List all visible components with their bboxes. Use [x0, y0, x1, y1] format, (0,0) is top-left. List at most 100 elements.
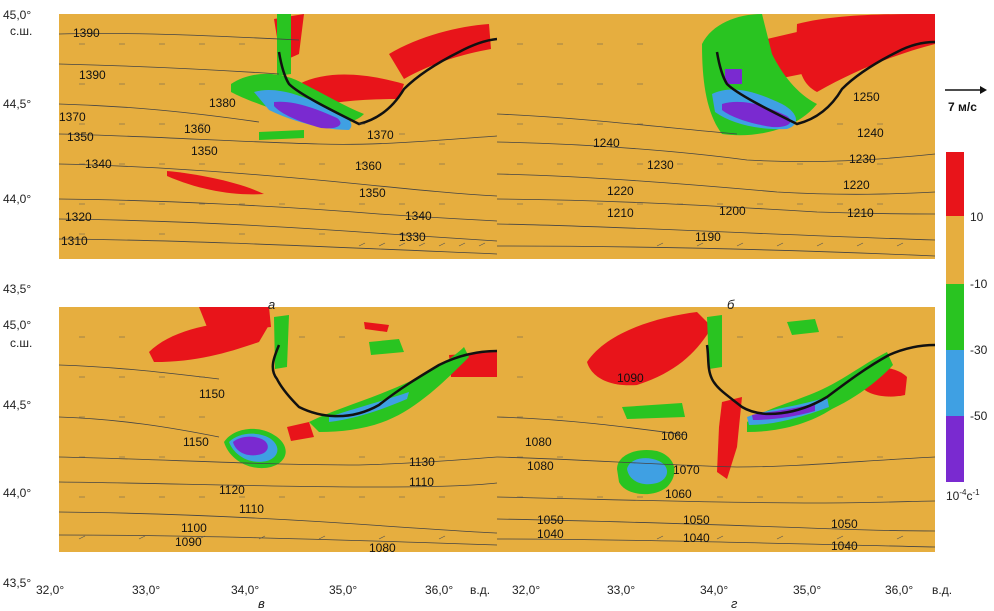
lon-label: 33,0°: [132, 583, 161, 597]
legend-swatch-violet: [946, 416, 964, 482]
contour-label: 1130: [409, 455, 435, 469]
negative-vorticity-region: [259, 130, 304, 140]
coastline: [705, 343, 935, 416]
vector-scale-label: 7 м/с: [948, 100, 977, 114]
positive-vorticity-region: [717, 397, 742, 479]
contour-label: 1060: [665, 487, 692, 501]
map-panel-d: 1090 1080 1080 1070 1060 1060 1050 1050 …: [497, 307, 935, 552]
wind-vectors: [78, 336, 446, 540]
negative-vorticity-region: [369, 339, 404, 355]
contour-label: 1080: [525, 435, 552, 449]
coastline: [271, 344, 497, 418]
map-panel-a: 1390 1390 1380 1370 1360 1350 1350 1340 …: [59, 14, 497, 259]
positive-vorticity-region: [199, 307, 271, 332]
lat-label: 45,0°: [3, 8, 32, 22]
lat-suffix-label: с.ш.: [10, 336, 33, 350]
contour-label: 1250: [853, 90, 880, 104]
legend-tick: 10: [970, 210, 984, 224]
contour-label: 1110: [409, 475, 434, 489]
map-panel-c: 1150 1150 1130 1120 1110 1110 1100 1090 …: [59, 307, 497, 552]
contour-label: 1080: [369, 541, 396, 552]
strong-negative-region: [627, 458, 668, 485]
contour-label: 1220: [607, 184, 634, 198]
contour-label: 1390: [79, 68, 106, 82]
contour-label: 1370: [59, 110, 86, 124]
contour-label: 1050: [537, 513, 564, 527]
contour-label: 1210: [607, 206, 634, 220]
lat-label: 44,5°: [3, 398, 32, 412]
contour-label: 1340: [405, 209, 432, 223]
contour-label: 1050: [831, 517, 858, 531]
contour-label: 1060: [661, 429, 688, 443]
negative-vorticity-region: [274, 315, 289, 369]
positive-vorticity-region: [389, 24, 491, 79]
color-legend: [946, 152, 964, 482]
legend-tick: -50: [970, 409, 988, 423]
lon-label: 32,0°: [512, 583, 541, 597]
lat-label: 43,5°: [3, 282, 32, 296]
positive-vorticity-region: [796, 14, 935, 92]
lat-suffix-label: с.ш.: [10, 24, 33, 38]
lat-label: 44,0°: [3, 486, 32, 500]
contour-label: 1190: [695, 230, 721, 244]
lat-label: 44,0°: [3, 192, 32, 206]
contour-label: 1390: [73, 26, 100, 40]
isobar-lines: [497, 113, 935, 257]
contour-label: 1220: [843, 178, 870, 192]
wind-vectors: [79, 43, 486, 247]
contour-label: 1310: [61, 234, 88, 248]
isobar-lines: [59, 364, 497, 546]
contour-label: 1090: [617, 371, 644, 385]
contour-label: 1110: [239, 502, 264, 516]
contour-label: 1370: [367, 128, 394, 142]
lon-label: 35,0°: [329, 583, 358, 597]
legend-swatch-green: [946, 284, 964, 350]
lat-label: 45,0°: [3, 318, 32, 332]
contour-label: 1150: [199, 387, 225, 401]
legend-units: 10-4с-1: [946, 488, 980, 503]
positive-vorticity-region: [287, 422, 314, 441]
contour-label: 1230: [647, 158, 674, 172]
panel-label-c: в: [258, 596, 265, 611]
contour-label: 1380: [209, 96, 236, 110]
contour-label: 1150: [183, 435, 209, 449]
contour-label: 1350: [67, 130, 94, 144]
contour-label: 1240: [857, 126, 884, 140]
panel-label-b: б: [727, 297, 735, 312]
positive-vorticity-region: [167, 171, 264, 195]
wind-vectors: [517, 43, 904, 247]
strongest-negative-region: [722, 101, 791, 128]
panel-b-graphics: [497, 14, 935, 257]
strongest-negative-region: [233, 436, 268, 456]
contour-label: 1330: [399, 230, 426, 244]
lon-label: 36,0°: [425, 583, 454, 597]
panel-c-graphics: [59, 307, 497, 546]
lon-suffix-label: в.д.: [470, 583, 491, 597]
negative-vorticity-region: [707, 315, 722, 369]
legend-swatch-red: [946, 152, 964, 216]
contour-label: 1340: [85, 157, 112, 171]
lon-suffix-label: в.д.: [932, 583, 953, 597]
panel-label-d: г: [731, 596, 738, 611]
map-panel-b: 1250 1240 1240 1230 1230 1220 1220 1210 …: [497, 14, 935, 259]
negative-vorticity-region: [277, 14, 291, 76]
contour-label: 1240: [593, 136, 620, 150]
panel-label-a: а: [268, 297, 276, 312]
wind-vectors: [517, 336, 904, 540]
lon-label: 35,0°: [793, 583, 822, 597]
legend-swatch-orange: [946, 216, 964, 284]
contour-label: 1350: [359, 186, 386, 200]
coastline: [715, 40, 935, 126]
strongest-negative-region: [725, 69, 742, 84]
arrow-right-icon: [945, 86, 987, 94]
legend-swatch-blue: [946, 350, 964, 416]
lon-label: 33,0°: [607, 583, 636, 597]
lon-label: 34,0°: [231, 583, 260, 597]
contour-label: 1320: [65, 210, 92, 224]
contour-label: 1230: [849, 152, 876, 166]
legend-tick: -10: [970, 277, 988, 291]
contour-label: 1120: [219, 483, 245, 497]
lon-label: 36,0°: [885, 583, 914, 597]
positive-vorticity-region: [149, 322, 269, 362]
contour-label: 1360: [184, 122, 211, 136]
